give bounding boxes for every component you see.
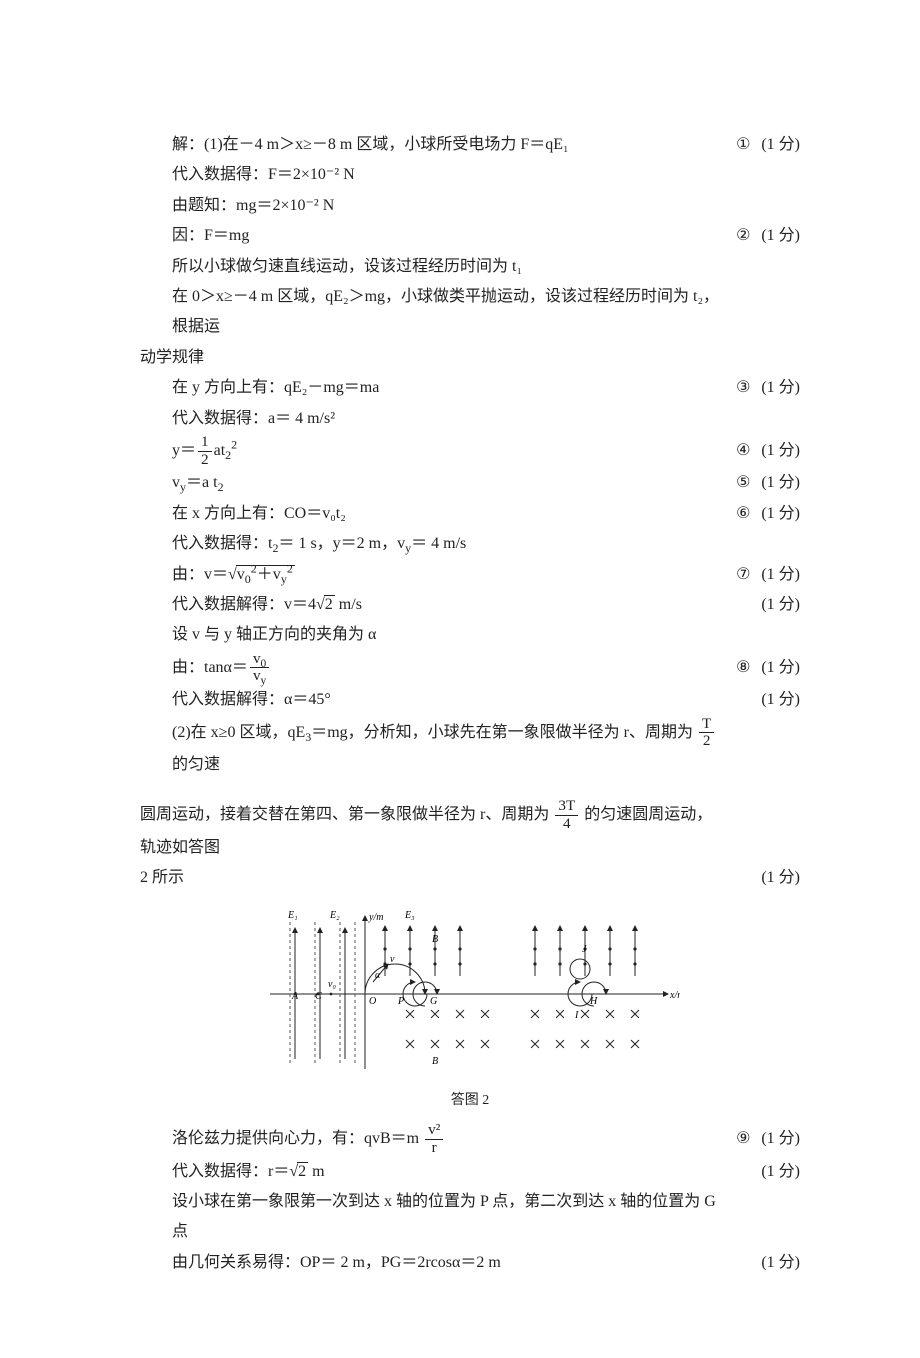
solution-line: 代入数据得：a＝ 4 m/s² [140,404,800,434]
line-tag: (1 分) [720,1157,800,1187]
line-tag: (1 分) [720,685,800,715]
solution-line: 所以小球做匀速直线运动，设该过程经历时间为 t₁ [140,252,800,282]
line-text: y＝12at22 [172,434,720,468]
svg-text:v: v [390,954,395,965]
line-text: 由几何关系易得：OP＝ 2 m，PG＝2rcosα＝2 m [172,1248,720,1278]
line-text: 由：v＝√v02＋vy2 [172,560,720,590]
line-tag: ⑥(1 分) [720,499,800,529]
line-text: 洛伦兹力提供向心力，有：qvB＝m v²r [172,1122,720,1156]
line-tag: (1 分) [720,1248,800,1278]
line-tag: (1 分) [720,863,800,893]
solution-line: 由：tanα＝v0vy⑧(1 分) [140,651,800,685]
line-tag: ④(1 分) [720,436,800,466]
diagram-caption: 答图 2 [140,1088,800,1115]
solution-line: 由：v＝√v02＋vy2⑦(1 分) [140,560,800,590]
svg-text:H: H [589,996,598,1007]
solution-line: y＝12at22④(1 分) [140,434,800,468]
section-gap [140,780,800,798]
solution-line: 在 0＞x≥－4 m 区域，qE₂＞mg，小球做类平抛运动，设该过程经历时间为 … [140,282,800,343]
solution-line: 设小球在第一象限第一次到达 x 轴的位置为 P 点，第二次到达 x 轴的位置为 … [140,1187,800,1248]
solution-line: 代入数据解得：α＝45°(1 分) [140,685,800,715]
line-tag: (1 分) [720,590,800,620]
svg-text:E₂: E₂ [329,910,340,921]
svg-text:O: O [369,996,376,1007]
solution-line: 解：(1)在－4 m＞x≥－8 m 区域，小球所受电场力 F＝qE₁①(1 分) [140,130,800,160]
line-text: 代入数据得：a＝ 4 m/s² [172,404,720,434]
line-text: 在 x 方向上有：CO＝v₀t₂ [172,499,720,529]
line-tag: ⑨(1 分) [720,1124,800,1154]
solution-line: (2)在 x≥0 区域，qE3＝mg，分析知，小球先在第一象限做半径为 r、周期… [140,716,800,781]
solution-lines-top: 解：(1)在－4 m＞x≥－8 m 区域，小球所受电场力 F＝qE₁①(1 分)… [140,130,800,780]
page-root: 解：(1)在－4 m＞x≥－8 m 区域，小球所受电场力 F＝qE₁①(1 分)… [0,0,920,1358]
line-text: 所以小球做匀速直线运动，设该过程经历时间为 t₁ [172,252,720,282]
line-tag: ②(1 分) [720,221,800,251]
svg-text:B: B [432,1056,438,1067]
solution-line: 设 v 与 y 轴正方向的夹角为 α [140,620,800,650]
svg-text:B: B [432,934,438,945]
solution-line: 在 y 方向上有：qE₂－mg＝ma③(1 分) [140,373,800,403]
solution-line: vy＝a t2⑤(1 分) [140,468,800,498]
line-text: 代入数据得：r＝√2 m [172,1157,720,1187]
solution-line: 代入数据解得：v＝4√2 m/s(1 分) [140,590,800,620]
solution-lines-mid: 圆周运动，接着交替在第四、第一象限做半径为 r、周期为 3T4 的匀速圆周运动，… [140,798,800,893]
line-text: 在 y 方向上有：qE₂－mg＝ma [172,373,720,403]
line-tag: ⑦(1 分) [720,560,800,590]
svg-text:G: G [430,996,437,1007]
svg-text:y/m: y/m [368,912,383,923]
svg-text:E₃: E₃ [404,910,415,921]
line-text: 由题知：mg＝2×10⁻² N [172,191,720,221]
solution-line: 圆周运动，接着交替在第四、第一象限做半径为 r、周期为 3T4 的匀速圆周运动，… [140,798,800,863]
line-text: 代入数据得：t2＝ 1 s，y＝2 m，vy＝ 4 m/s [172,529,720,559]
line-tag: ③(1 分) [720,373,800,403]
solution-line: 2 所示(1 分) [140,863,800,893]
svg-text:I: I [574,1010,579,1021]
line-text: (2)在 x≥0 区域，qE3＝mg，分析知，小球先在第一象限做半径为 r、周期… [172,716,726,781]
solution-lines-tail: 洛伦兹力提供向心力，有：qvB＝m v²r⑨(1 分)代入数据得：r＝√2 m(… [140,1122,800,1278]
line-text: 在 0＞x≥－4 m 区域，qE₂＞mg，小球做类平抛运动，设该过程经历时间为 … [172,282,726,343]
solution-line: 在 x 方向上有：CO＝v₀t₂⑥(1 分) [140,499,800,529]
svg-text:α: α [375,970,381,981]
svg-text:P: P [397,996,404,1007]
line-tag: ⑤(1 分) [720,468,800,498]
line-text: 代入数据解得：α＝45° [172,685,720,715]
solution-line: 由几何关系易得：OP＝ 2 m，PG＝2rcosα＝2 m(1 分) [140,1248,800,1278]
line-text: 圆周运动，接着交替在第四、第一象限做半径为 r、周期为 3T4 的匀速圆周运动，… [140,798,728,863]
line-tag: ①(1 分) [720,130,800,160]
svg-text:v₀: v₀ [328,979,336,990]
answer-diagram: x/my/mE₁E₂ACv₀E₃vαOPGBBHJI [260,904,680,1084]
svg-text:x/m: x/m [669,990,680,1001]
line-text: 2 所示 [140,863,720,893]
line-text: 设 v 与 y 轴正方向的夹角为 α [172,620,720,650]
line-text: 代入数据解得：v＝4√2 m/s [172,590,720,620]
line-text: 因：F＝mg [172,221,720,251]
svg-text:J: J [582,944,587,955]
solution-line: 洛伦兹力提供向心力，有：qvB＝m v²r⑨(1 分) [140,1122,800,1156]
line-text: 由：tanα＝v0vy [172,651,720,685]
line-tag: ⑧(1 分) [720,653,800,683]
solution-line: 代入数据得：t2＝ 1 s，y＝2 m，vy＝ 4 m/s [140,529,800,559]
line-text: 动学规律 [140,343,720,373]
solution-line: 动学规律 [140,343,800,373]
solution-line: 代入数据得：r＝√2 m(1 分) [140,1157,800,1187]
svg-text:E₁: E₁ [287,910,298,921]
solution-line: 代入数据得：F＝2×10⁻² N [140,160,800,190]
solution-line: 因：F＝mg②(1 分) [140,221,800,251]
line-text: 代入数据得：F＝2×10⁻² N [172,160,720,190]
svg-text:C: C [315,991,322,1002]
solution-line: 由题知：mg＝2×10⁻² N [140,191,800,221]
line-text: 设小球在第一象限第一次到达 x 轴的位置为 P 点，第二次到达 x 轴的位置为 … [172,1187,722,1248]
line-text: 解：(1)在－4 m＞x≥－8 m 区域，小球所受电场力 F＝qE₁ [172,130,720,160]
line-text: vy＝a t2 [172,468,720,498]
